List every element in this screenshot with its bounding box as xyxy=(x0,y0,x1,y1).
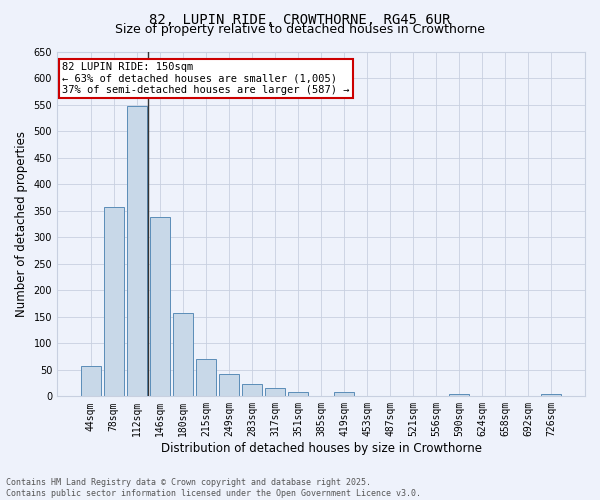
Bar xyxy=(150,217,170,396)
Bar xyxy=(173,312,193,396)
Text: Contains HM Land Registry data © Crown copyright and database right 2025.
Contai: Contains HM Land Registry data © Crown c… xyxy=(6,478,421,498)
Bar xyxy=(81,366,101,396)
Bar xyxy=(334,392,354,396)
Bar xyxy=(196,359,216,397)
Bar xyxy=(288,392,308,396)
Bar xyxy=(127,106,146,397)
Bar xyxy=(541,394,561,396)
Text: 82 LUPIN RIDE: 150sqm
← 63% of detached houses are smaller (1,005)
37% of semi-d: 82 LUPIN RIDE: 150sqm ← 63% of detached … xyxy=(62,62,350,95)
Y-axis label: Number of detached properties: Number of detached properties xyxy=(15,131,28,317)
Bar xyxy=(449,394,469,396)
Bar xyxy=(219,374,239,396)
Bar xyxy=(242,384,262,396)
Text: Size of property relative to detached houses in Crowthorne: Size of property relative to detached ho… xyxy=(115,22,485,36)
Bar xyxy=(104,207,124,396)
Bar xyxy=(265,388,285,396)
X-axis label: Distribution of detached houses by size in Crowthorne: Distribution of detached houses by size … xyxy=(161,442,482,455)
Text: 82, LUPIN RIDE, CROWTHORNE, RG45 6UR: 82, LUPIN RIDE, CROWTHORNE, RG45 6UR xyxy=(149,12,451,26)
